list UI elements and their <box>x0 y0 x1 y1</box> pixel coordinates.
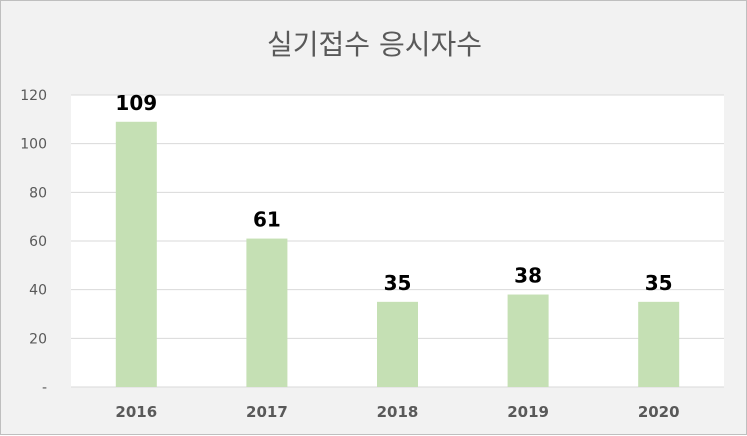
bar <box>507 294 549 387</box>
x-tick-label: 2017 <box>246 403 288 421</box>
bar <box>377 301 418 387</box>
bars <box>115 121 680 388</box>
y-tick-label: 100 <box>20 137 47 153</box>
x-axis-tick-labels: 2016 2017 2018 2019 2020 <box>115 403 679 421</box>
chart-title: 실기접수 응시자수 <box>267 28 482 61</box>
data-label: 109 <box>115 91 157 115</box>
data-label: 35 <box>645 271 673 295</box>
x-tick-label: 2016 <box>115 403 157 421</box>
bar <box>246 238 288 387</box>
data-label: 38 <box>514 264 542 288</box>
y-tick-label: - <box>42 380 47 396</box>
y-axis-tick-labels: - 20 40 60 80 100 120 <box>20 88 47 396</box>
x-tick-label: 2019 <box>507 403 549 421</box>
y-tick-label: 60 <box>29 234 47 250</box>
y-tick-label: 40 <box>29 283 47 299</box>
y-tick-label: 80 <box>29 185 47 201</box>
bar <box>115 121 157 388</box>
y-tick-label: 20 <box>29 331 47 347</box>
data-label: 35 <box>384 271 412 295</box>
x-tick-label: 2020 <box>638 403 680 421</box>
data-label: 61 <box>253 208 281 232</box>
gridlines <box>71 94 724 388</box>
x-tick-label: 2018 <box>377 403 419 421</box>
data-labels: 109 61 35 38 35 <box>115 91 672 295</box>
y-tick-label: 120 <box>20 88 47 104</box>
bar <box>638 301 680 387</box>
